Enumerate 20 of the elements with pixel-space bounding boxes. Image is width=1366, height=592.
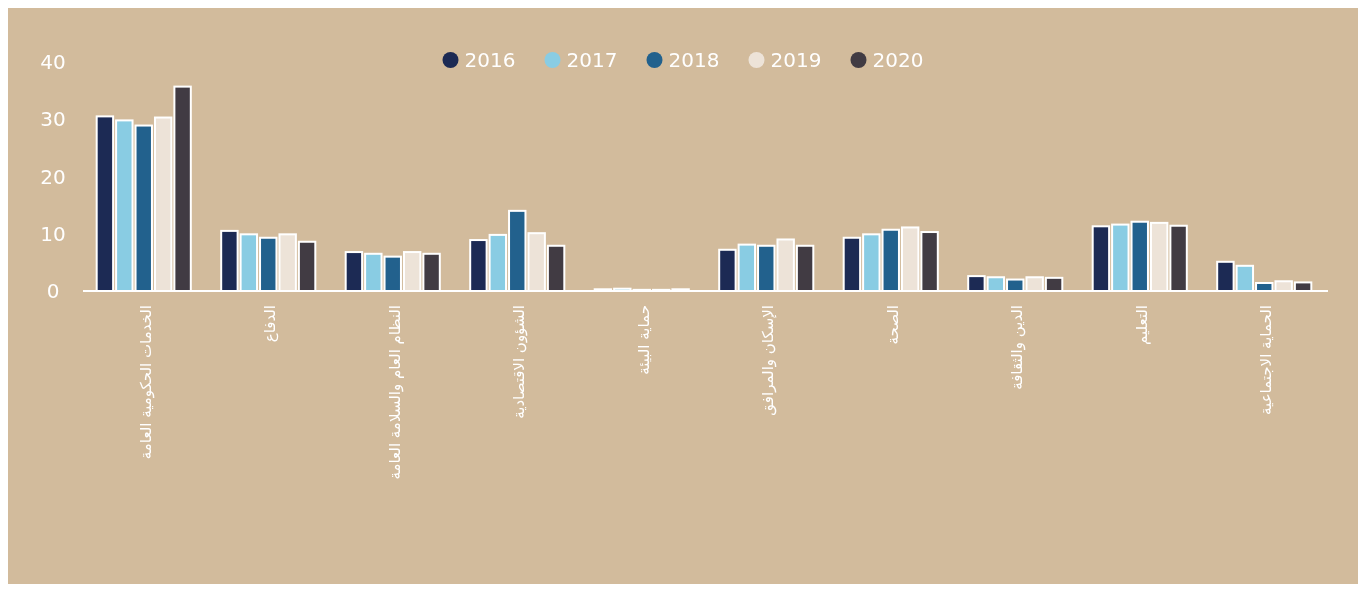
- x-tick-label: الدفاع: [261, 305, 279, 343]
- y-tick-label: 20: [40, 164, 66, 189]
- legend-label: 2018: [668, 48, 720, 72]
- x-tick-label: الإسكان والمرافق: [759, 305, 777, 416]
- x-tick-label: الخدمات الحكومية العامة: [136, 305, 155, 460]
- x-tick-label: الدين والثقافة: [1008, 305, 1026, 390]
- x-tick-label: حماية البيئة: [634, 305, 653, 375]
- x-tick-label: الحماية الاجتماعية: [1257, 305, 1275, 415]
- x-tick-label: الشؤون الاقتصادية: [510, 305, 528, 419]
- y-tick-label: 40: [40, 50, 66, 74]
- legend-label: 2020: [872, 48, 924, 72]
- x-tick-label: التعليم: [1132, 305, 1151, 345]
- y-tick-label: 0: [46, 279, 60, 303]
- legend-label: 2017: [566, 48, 618, 72]
- x-tick-label: النظام العام والسلامة العامة: [385, 305, 404, 480]
- x-tick-label: الصحة: [883, 305, 902, 345]
- y-tick-label: 30: [40, 107, 66, 132]
- legend-label: 2016: [464, 48, 516, 72]
- legend-label: 2019: [770, 48, 822, 72]
- y-tick-label: 10: [40, 221, 66, 246]
